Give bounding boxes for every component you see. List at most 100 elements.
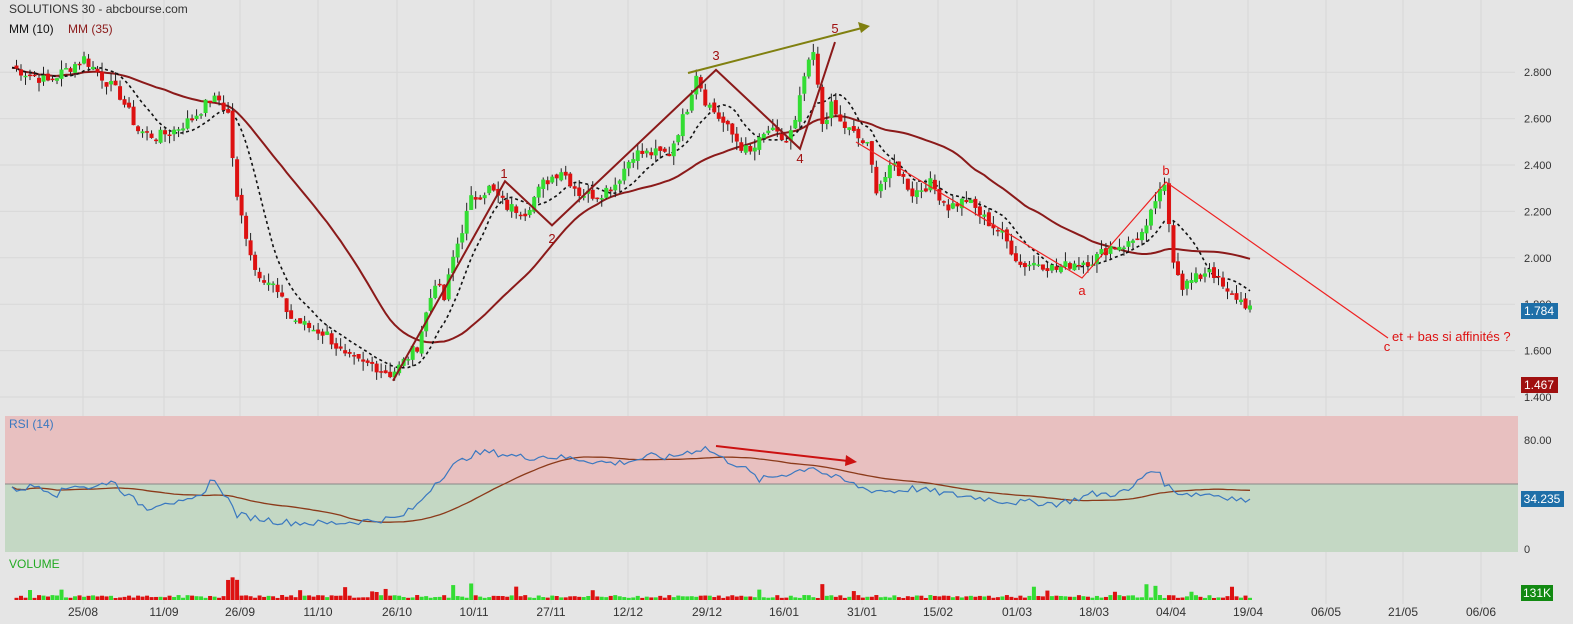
volume-bar <box>73 596 78 600</box>
candle-body <box>181 128 186 131</box>
volume-bar <box>1049 596 1054 600</box>
volume-bar <box>1198 596 1203 600</box>
volume-bar <box>973 596 978 600</box>
ma10-group <box>11 66 1251 369</box>
volume-bar <box>572 596 577 600</box>
candle-body <box>226 109 231 113</box>
chart-title: SOLUTIONS 30 - abcbourse.com <box>9 2 188 16</box>
wave-label-2: 2 <box>548 231 555 246</box>
candle-body <box>545 180 550 185</box>
volume-bar <box>482 597 487 600</box>
volume-bar <box>959 597 964 600</box>
candle-body <box>487 185 492 194</box>
volume-bar <box>226 579 231 600</box>
candle-body <box>1130 240 1135 243</box>
volume-bar <box>190 595 195 600</box>
candle-body <box>370 361 375 364</box>
volume-bar <box>1013 597 1018 600</box>
volume-bar <box>964 596 969 600</box>
date-tick-label: 19/04 <box>1233 605 1263 619</box>
candle-body <box>154 139 159 142</box>
volume-bar <box>1248 597 1252 600</box>
volume-bar <box>860 597 865 600</box>
volume-bar <box>131 597 136 600</box>
candle-body <box>662 148 667 152</box>
volume-bar <box>752 597 757 600</box>
candle-body <box>55 78 60 81</box>
candle-body <box>725 120 730 125</box>
volume-bar <box>563 597 568 600</box>
candle-body <box>955 203 960 207</box>
candle-body <box>437 283 442 286</box>
wave-line <box>392 41 836 382</box>
volume-bar <box>847 596 852 600</box>
volume-bar <box>46 596 51 600</box>
volume-bar <box>397 595 402 600</box>
candle-body <box>536 186 541 198</box>
volume-bar <box>1108 595 1113 600</box>
volume-bar <box>100 595 105 600</box>
candle-body <box>991 224 996 229</box>
candle-body <box>1193 273 1198 283</box>
candle-body <box>64 68 69 70</box>
volume-bar <box>176 595 181 600</box>
candle-body <box>721 116 726 123</box>
volume-bar <box>410 597 415 600</box>
candle-body <box>1076 264 1081 267</box>
volume-bar <box>455 596 460 600</box>
volume-bar <box>406 597 411 600</box>
volume-bar <box>532 597 537 600</box>
candle-body <box>950 203 955 209</box>
candle-body <box>199 114 204 116</box>
volume-bar <box>986 595 991 600</box>
date-tick-label: 21/05 <box>1388 605 1418 619</box>
volume-bar <box>1036 596 1041 600</box>
candle-body <box>707 104 712 108</box>
volume-bar <box>667 595 672 600</box>
candle-body <box>1009 240 1014 255</box>
volume-bar <box>55 595 60 600</box>
candle-body <box>1049 264 1054 271</box>
volume-bar <box>253 597 258 600</box>
volume-bar <box>1202 597 1207 600</box>
volume-bar <box>505 596 510 600</box>
volume-bar <box>577 596 582 600</box>
volume-bar <box>1103 596 1108 600</box>
candle-body <box>1121 247 1126 250</box>
candle-body <box>203 99 208 114</box>
volume-bar <box>1031 586 1036 600</box>
candle-body <box>419 331 424 354</box>
volume-bar <box>442 595 447 600</box>
candle-body <box>50 78 55 81</box>
volume-bar <box>775 595 780 600</box>
volume-bar <box>869 596 874 600</box>
volume-bar <box>626 597 631 600</box>
volume-bar <box>248 596 253 600</box>
volume-bar <box>1099 597 1104 600</box>
candle-body <box>676 135 681 143</box>
volume-bar <box>1004 595 1009 600</box>
candle-body <box>23 75 28 78</box>
candle-body <box>833 100 838 115</box>
candle-body <box>815 53 820 85</box>
candle-body <box>1211 267 1216 278</box>
volume-bar <box>415 595 420 600</box>
candle-body <box>1022 263 1027 268</box>
volume-bar <box>1126 595 1131 600</box>
abc-label-c: c <box>1384 339 1391 354</box>
candle-body <box>158 129 163 143</box>
volume-bar <box>896 597 901 600</box>
volume-bar <box>559 597 564 600</box>
volume-bar <box>820 584 825 600</box>
volume-bar <box>955 596 960 600</box>
candle-body <box>239 194 244 216</box>
volume-bar <box>50 595 55 600</box>
volume-bar <box>698 595 703 600</box>
candle-body <box>136 126 141 132</box>
candle-body <box>914 190 919 198</box>
volume-bar <box>451 585 456 600</box>
candle-body <box>104 82 109 87</box>
candle-body <box>842 121 847 128</box>
candle-body <box>1144 225 1149 234</box>
candle-body <box>635 150 640 161</box>
